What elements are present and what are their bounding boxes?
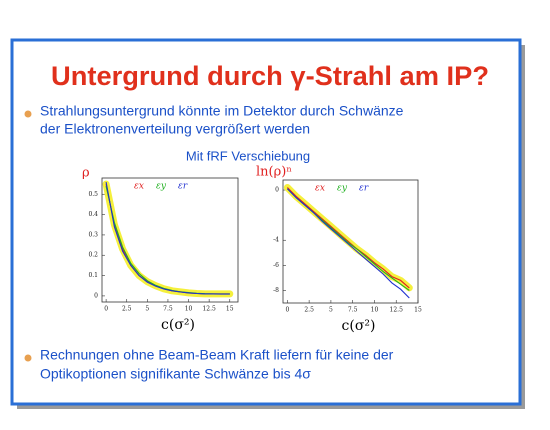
x-tick-label: 15: [414, 307, 422, 314]
y-tick-label: -6: [273, 262, 279, 269]
y-tick-label: 0.1: [88, 272, 98, 279]
series-line: [105, 181, 230, 295]
y-tick-label: -8: [273, 287, 279, 294]
legend-entry: εy: [337, 184, 348, 194]
x-axis-label: c(σ²): [161, 317, 195, 333]
y-axis-label: ρ: [82, 166, 90, 181]
y-tick-label: 0.2: [88, 252, 98, 259]
series-line: [287, 187, 410, 289]
legend-entry: εx: [134, 182, 144, 192]
caption: Mit fRF Verschiebung: [186, 148, 310, 163]
title: Untergrund durch γ-Strahl am IP?: [51, 61, 489, 91]
series-line: [287, 188, 410, 299]
x-tick-label: 12.5: [202, 306, 216, 313]
legend-entry: εr: [359, 184, 369, 194]
legend-entry: εr: [178, 182, 188, 192]
x-tick-label: 10: [371, 307, 379, 314]
plot-frame: [282, 179, 419, 304]
legend-entry: εx: [315, 184, 325, 194]
x-axis-label: c(σ²): [342, 318, 376, 334]
bullet-line: der Elektronenverteilung vergrößert werd…: [40, 121, 310, 137]
y-tick-label: 0: [94, 292, 98, 299]
y-tick-label: 0: [275, 187, 279, 194]
x-tick-label: 7.5: [163, 306, 173, 313]
bullet-line: Optikoptionen signifikante Schwänze bis …: [40, 366, 311, 382]
x-tick-label: 7.5: [348, 307, 358, 314]
x-tick-label: 5: [329, 307, 333, 314]
x-tick-label: 0: [104, 306, 108, 313]
x-tick-label: 2.5: [122, 306, 132, 313]
legend-entry: εy: [156, 182, 167, 192]
bullet-dot: [24, 110, 32, 118]
bullet-dot: [24, 354, 32, 362]
x-tick-label: 12.5: [390, 307, 404, 314]
y-tick-label: -4: [273, 237, 279, 244]
y-tick-label: 0.3: [88, 231, 98, 238]
frame: [10, 38, 522, 406]
bullet-line: Strahlungsuntergrund könnte im Detektor …: [40, 103, 404, 119]
y-axis-label: ln(ρ)ⁿ: [256, 165, 292, 180]
x-tick-label: 5: [145, 306, 149, 313]
x-tick-label: 2.5: [304, 307, 314, 314]
bullet-line: Rechnungen ohne Beam-Beam Kraft liefern …: [40, 347, 394, 363]
y-tick-label: 0.5: [88, 191, 98, 198]
x-tick-label: 10: [185, 306, 193, 313]
plot-frame: [101, 177, 239, 303]
y-tick-label: 0.4: [88, 211, 98, 218]
x-tick-label: 0: [285, 307, 289, 314]
x-tick-label: 15: [226, 306, 234, 313]
